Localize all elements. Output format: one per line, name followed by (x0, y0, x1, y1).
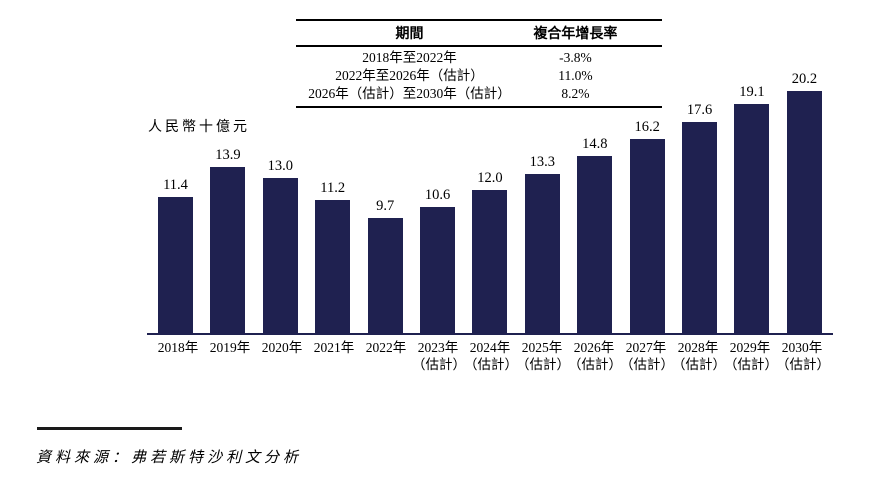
x-axis-estimate-note: （估計） (464, 357, 518, 372)
cagr-cell: 8.2% (561, 86, 590, 101)
x-axis-estimate-note: （估計） (516, 357, 570, 372)
bar-group: 10.6 (420, 187, 456, 335)
bar-value-label: 11.2 (320, 180, 346, 196)
bar (262, 178, 298, 335)
x-axis-label: 2024年 （估計） (464, 339, 518, 373)
x-axis-year: 2029年 (729, 340, 771, 355)
bar (472, 190, 508, 335)
bar-group: 16.2 (629, 119, 665, 335)
x-axis-line (147, 333, 833, 335)
period-cell: 2022年至2026年（估計） (335, 68, 484, 83)
x-axis-estimate-note: （估計） (412, 357, 466, 372)
x-axis-estimate-note: （估計） (724, 357, 778, 372)
bar (682, 122, 718, 335)
x-axis-label: 2019年 (204, 339, 256, 373)
cagr-table: 期間 複合年增長率 2018年至2022年 -3.8% 2022年至2026年（估計… (296, 19, 662, 108)
bar-value-label: 14.8 (582, 136, 608, 152)
x-axis-year: 2023年 (417, 340, 459, 355)
bar-value-label: 9.7 (376, 198, 395, 214)
bar-value-label: 11.4 (163, 177, 188, 193)
x-axis-label: 2021年 (308, 339, 360, 373)
bar-group: 13.9 (210, 147, 246, 335)
period-cell: 2018年至2022年 (362, 50, 457, 65)
x-axis-year: 2018年 (157, 340, 199, 355)
bar-group: 19.1 (734, 84, 770, 335)
x-axis-year: 2019年 (209, 340, 251, 355)
bar (420, 207, 456, 335)
cagr-table-row: 2018年至2022年 -3.8% (296, 49, 662, 67)
x-axis-year: 2027年 (625, 340, 667, 355)
x-axis-label: 2028年 （估計） (672, 339, 726, 373)
bar (524, 174, 560, 335)
x-axis-estimate-note: （估計） (776, 357, 830, 372)
period-column-header: 期間 (395, 27, 424, 42)
bar (629, 139, 665, 335)
x-axis-estimate-note: （估計） (568, 357, 622, 372)
cagr-table-row: 2026年（估計）至2030年（估計） 8.2% (296, 85, 662, 103)
cagr-table-header-row: 期間 複合年增長率 (296, 21, 662, 47)
bar-group: 13.0 (262, 158, 298, 335)
bar-value-label: 16.2 (634, 119, 660, 135)
bar-group: 9.7 (367, 198, 403, 335)
bar-group: 14.8 (577, 136, 613, 335)
bar (210, 167, 246, 335)
x-axis-year: 2028年 (677, 340, 719, 355)
bar-chart-plot: 11.4 13.9 13.0 11.2 9.7 10.6 12.0 13.3 14.8 16.2 1… (152, 63, 828, 335)
bar-group: 20.2 (786, 71, 822, 335)
x-axis-year: 2024年 (469, 340, 511, 355)
x-axis-estimate-note: （估計） (672, 357, 726, 372)
x-axis-label: 2027年 （估計） (620, 339, 674, 373)
y-axis-unit-label: 人民幣十億元 (148, 120, 250, 135)
bar-value-label: 20.2 (791, 71, 818, 87)
bar-group: 11.4 (158, 177, 193, 335)
bar (367, 218, 403, 335)
period-cell: 2026年（估計）至2030年（估計） (308, 86, 511, 101)
cagr-table-row: 2022年至2026年（估計） 11.0% (296, 67, 662, 85)
x-axis-label: 2018年 (152, 339, 204, 373)
bar-value-label: 12.0 (477, 170, 503, 186)
bar-group: 11.2 (315, 180, 351, 335)
bar-value-label: 19.1 (739, 84, 765, 100)
x-axis-label: 2030年 （估計） (776, 339, 830, 373)
bar-group: 17.6 (682, 102, 718, 335)
source-note: 資料來源：弗若斯特沙利文分析 (36, 450, 303, 466)
footnote-divider (37, 427, 182, 430)
x-axis-year: 2030年 (781, 340, 823, 355)
bar-value-label: 13.0 (267, 158, 293, 174)
bar (158, 197, 193, 335)
x-axis-year: 2026年 (573, 340, 615, 355)
x-axis-year: 2025年 (521, 340, 563, 355)
x-axis-year: 2020年 (261, 340, 303, 355)
bar (734, 104, 770, 335)
bar-value-label: 17.6 (686, 102, 713, 118)
x-axis-label: 2026年 （估計） (568, 339, 622, 373)
cagr-column-header: 複合年增長率 (533, 27, 618, 42)
bar-value-label: 13.9 (215, 147, 241, 163)
x-axis-label: 2025年 （估計） (516, 339, 570, 373)
bar-group: 13.3 (524, 154, 560, 335)
cagr-table-body: 2018年至2022年 -3.8% 2022年至2026年（估計） 11.0% 2026… (296, 47, 662, 106)
bar-group: 12.0 (472, 170, 508, 335)
x-axis-label: 2023年 （估計） (412, 339, 466, 373)
x-axis-year: 2021年 (313, 340, 355, 355)
x-axis-year: 2022年 (365, 340, 407, 355)
bar (786, 91, 822, 335)
x-axis-estimate-note: （估計） (620, 357, 674, 372)
cagr-cell: 11.0% (558, 68, 593, 83)
x-axis-label: 2022年 (360, 339, 412, 373)
x-axis-label: 2029年 （估計） (724, 339, 778, 373)
bar-value-label: 13.3 (529, 154, 556, 170)
bar (315, 200, 351, 335)
cagr-cell: -3.8% (559, 50, 592, 65)
x-axis-label: 2020年 (256, 339, 308, 373)
bar-value-label: 10.6 (424, 187, 451, 203)
x-axis-tick-labels: 2018年 2019年 2020年 2021年 2022年 2023年 （估計） 2024年（… (152, 339, 830, 373)
bar (577, 156, 613, 335)
